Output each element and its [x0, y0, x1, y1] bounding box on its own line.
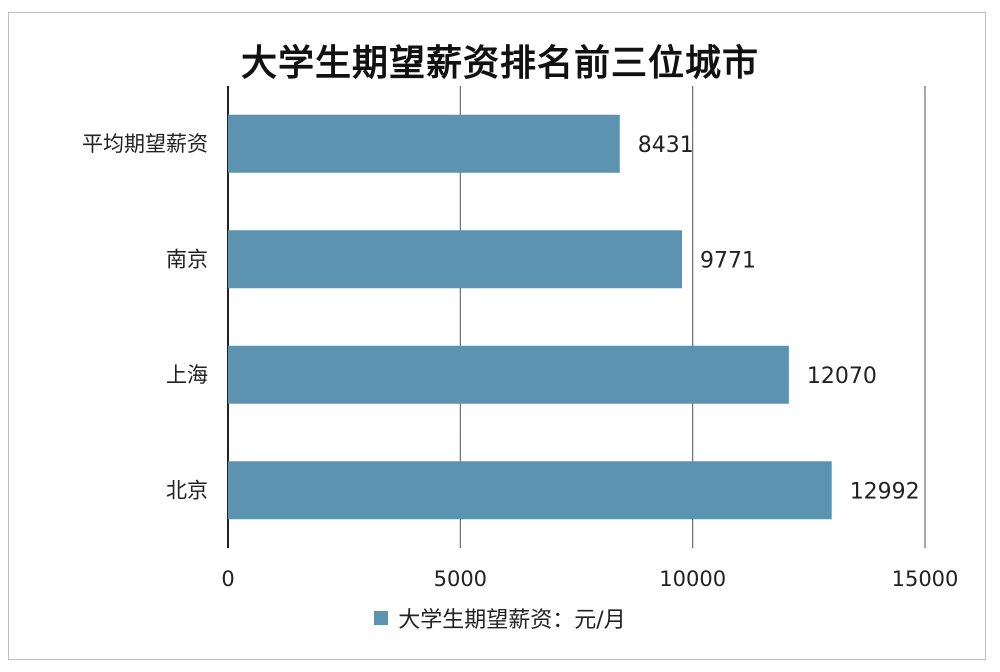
bar [228, 230, 683, 289]
data-label: 8431 [638, 133, 694, 158]
data-label: 12070 [807, 364, 877, 389]
category-label: 南京 [166, 247, 208, 271]
legend-swatch [374, 611, 389, 625]
data-label: 12992 [850, 479, 920, 504]
x-tick-label: 10000 [659, 567, 726, 591]
legend-label: 大学生期望薪资：元/月 [398, 608, 626, 633]
data-label: 9771 [700, 248, 756, 273]
category-label: 平均期望薪资 [82, 132, 208, 156]
x-tick-label: 0 [221, 567, 234, 591]
chart-title: 大学生期望薪资排名前三位城市 [240, 43, 759, 84]
bar [228, 461, 832, 520]
bar [228, 114, 620, 173]
category-label: 上海 [166, 363, 208, 387]
x-tick-label: 5000 [434, 567, 487, 591]
legend: 大学生期望薪资：元/月 [0, 602, 1000, 634]
bar [228, 345, 789, 404]
x-tick-label: 15000 [892, 567, 959, 591]
category-label: 北京 [166, 478, 208, 502]
